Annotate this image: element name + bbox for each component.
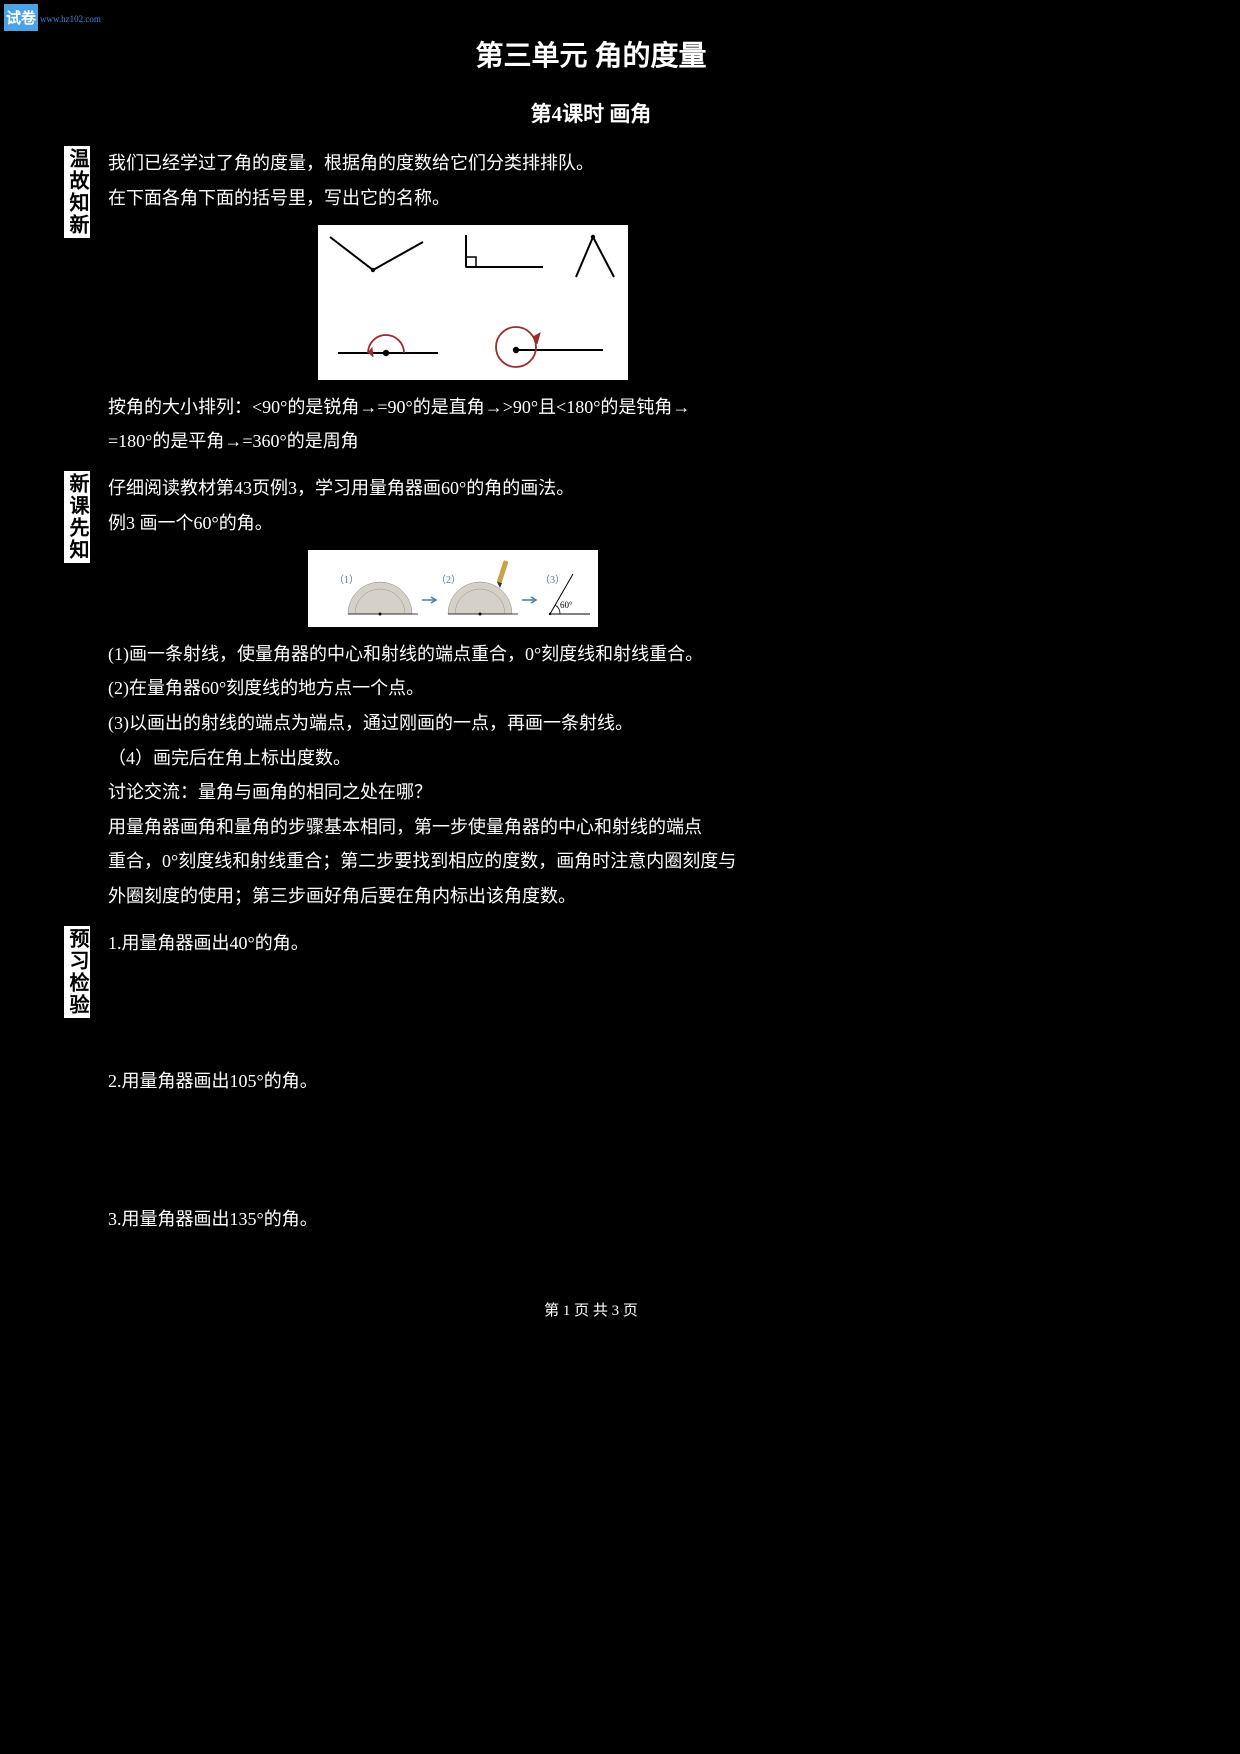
text-line: 重合，0°刻度线和射线重合；第二步要找到相应的度数，画角时注意内圈刻度与 bbox=[108, 846, 1150, 877]
text-line: 仔细阅读教材第43页例3，学习用量角器画60°的角的画法。 bbox=[108, 473, 1150, 504]
text-line: 讨论交流：量角与画角的相同之处在哪？ bbox=[108, 777, 1150, 808]
text-line: (3)以画出的射线的端点为端点，通过刚画的一点，再画一条射线。 bbox=[108, 708, 1150, 739]
svg-text:60°: 60° bbox=[560, 600, 573, 610]
protractor-image: （1） （2） bbox=[308, 550, 598, 627]
module-new: 新课先知 仔细阅读教材第43页例3，学习用量角器画60°的角的画法。 例3 画一… bbox=[32, 471, 1150, 916]
text-line bbox=[108, 1170, 1150, 1201]
text-line bbox=[108, 962, 1150, 993]
svg-text:（3）: （3） bbox=[540, 574, 565, 586]
text-line bbox=[108, 1100, 1150, 1131]
vmark-quiz: 预习检验 bbox=[64, 926, 90, 1018]
module-quiz: 预习检验 1.用量角器画出40°的角。 2.用量角器画出105°的角。 3.用量… bbox=[32, 926, 1150, 1239]
logo-url: www.hz102.com bbox=[40, 15, 101, 25]
figure-angles bbox=[318, 217, 1150, 390]
vmark-review: 温故知新 bbox=[64, 146, 90, 238]
text-line bbox=[108, 1135, 1150, 1166]
text-line: （4）画完后在角上标出度数。 bbox=[108, 743, 1150, 774]
module-review: 温故知新 我们已经学过了角的度量，根据角的度数给它们分类排排队。 在下面各角下面… bbox=[32, 146, 1150, 461]
text-line: 2.用量角器画出105°的角。 bbox=[108, 1066, 1150, 1097]
logo-side: 试题试卷网 www.hz102.com bbox=[40, 4, 101, 25]
logo: 试卷 试题试卷网 www.hz102.com bbox=[4, 4, 101, 31]
lesson-title: 第4课时 画角 bbox=[32, 98, 1150, 128]
logo-square: 试卷 bbox=[4, 4, 38, 31]
text-line: 用量角器画角和量角的步骤基本相同，第一步使量角器的中心和射线的端点 bbox=[108, 812, 1150, 843]
text-line: 例3 画一个60°的角。 bbox=[108, 508, 1150, 539]
content-quiz: 1.用量角器画出40°的角。 2.用量角器画出105°的角。 3.用量角器画出1… bbox=[108, 926, 1150, 1239]
text-line: =180°的是平角→=360°的是周角 bbox=[108, 426, 1150, 457]
svg-text:（2）: （2） bbox=[436, 574, 461, 586]
text-line: (2)在量角器60°刻度线的地方点一个点。 bbox=[108, 673, 1150, 704]
content-review: 我们已经学过了角的度量，根据角的度数给它们分类排排队。 在下面各角下面的括号里，… bbox=[108, 146, 1150, 461]
text-line: 外圈刻度的使用；第三步画好角后要在角内标出该角度数。 bbox=[108, 881, 1150, 912]
text-line: 在下面各角下面的括号里，写出它的名称。 bbox=[108, 183, 1150, 214]
text-line: 3.用量角器画出135°的角。 bbox=[108, 1204, 1150, 1235]
text-line bbox=[108, 1031, 1150, 1062]
text-line bbox=[108, 997, 1150, 1028]
text-line: 1.用量角器画出40°的角。 bbox=[108, 928, 1150, 959]
svg-text:（1）: （1） bbox=[334, 574, 359, 586]
page: 试卷 试题试卷网 www.hz102.com 第三单元 角的度量 第4课时 画角… bbox=[0, 0, 1240, 1330]
text-line: 我们已经学过了角的度量，根据角的度数给它们分类排排队。 bbox=[108, 148, 1150, 179]
figure-protractor: （1） （2） bbox=[308, 542, 1150, 637]
vmark-new: 新课先知 bbox=[64, 471, 90, 563]
text-line: 按角的大小排列：<90°的是锐角→=90°的是直角→>90°且<180°的是钝角… bbox=[108, 392, 1150, 423]
text-line: (1)画一条射线，使量角器的中心和射线的端点重合，0°刻度线和射线重合。 bbox=[108, 639, 1150, 670]
angles-image bbox=[318, 225, 628, 380]
unit-title: 第三单元 角的度量 bbox=[32, 34, 1150, 74]
content-new: 仔细阅读教材第43页例3，学习用量角器画60°的角的画法。 例3 画一个60°的… bbox=[108, 471, 1150, 916]
page-number: 第 1 页 共 3 页 bbox=[32, 1299, 1150, 1320]
